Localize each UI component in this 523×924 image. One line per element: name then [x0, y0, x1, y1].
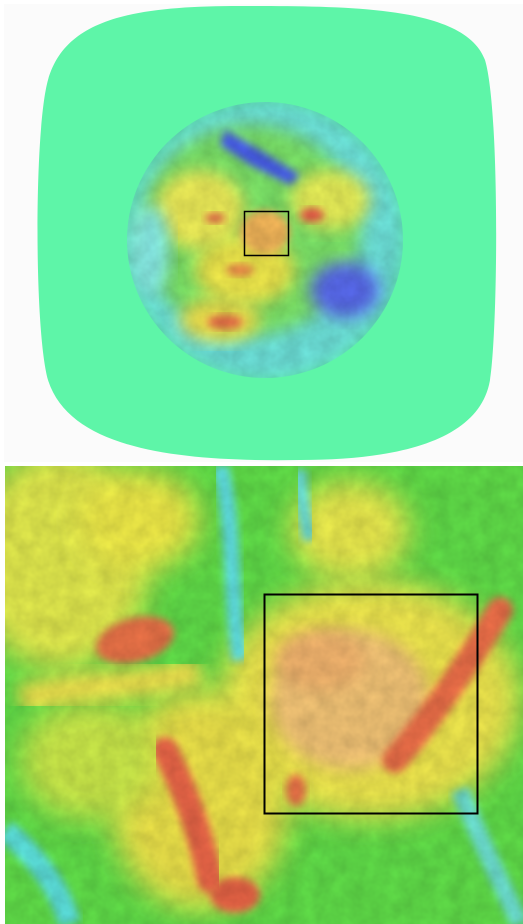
relief-area	[127, 102, 403, 378]
selection-box	[243, 210, 290, 257]
overview-map	[4, 4, 523, 462]
detail-map	[5, 466, 523, 924]
detail-selection-box	[263, 593, 479, 815]
